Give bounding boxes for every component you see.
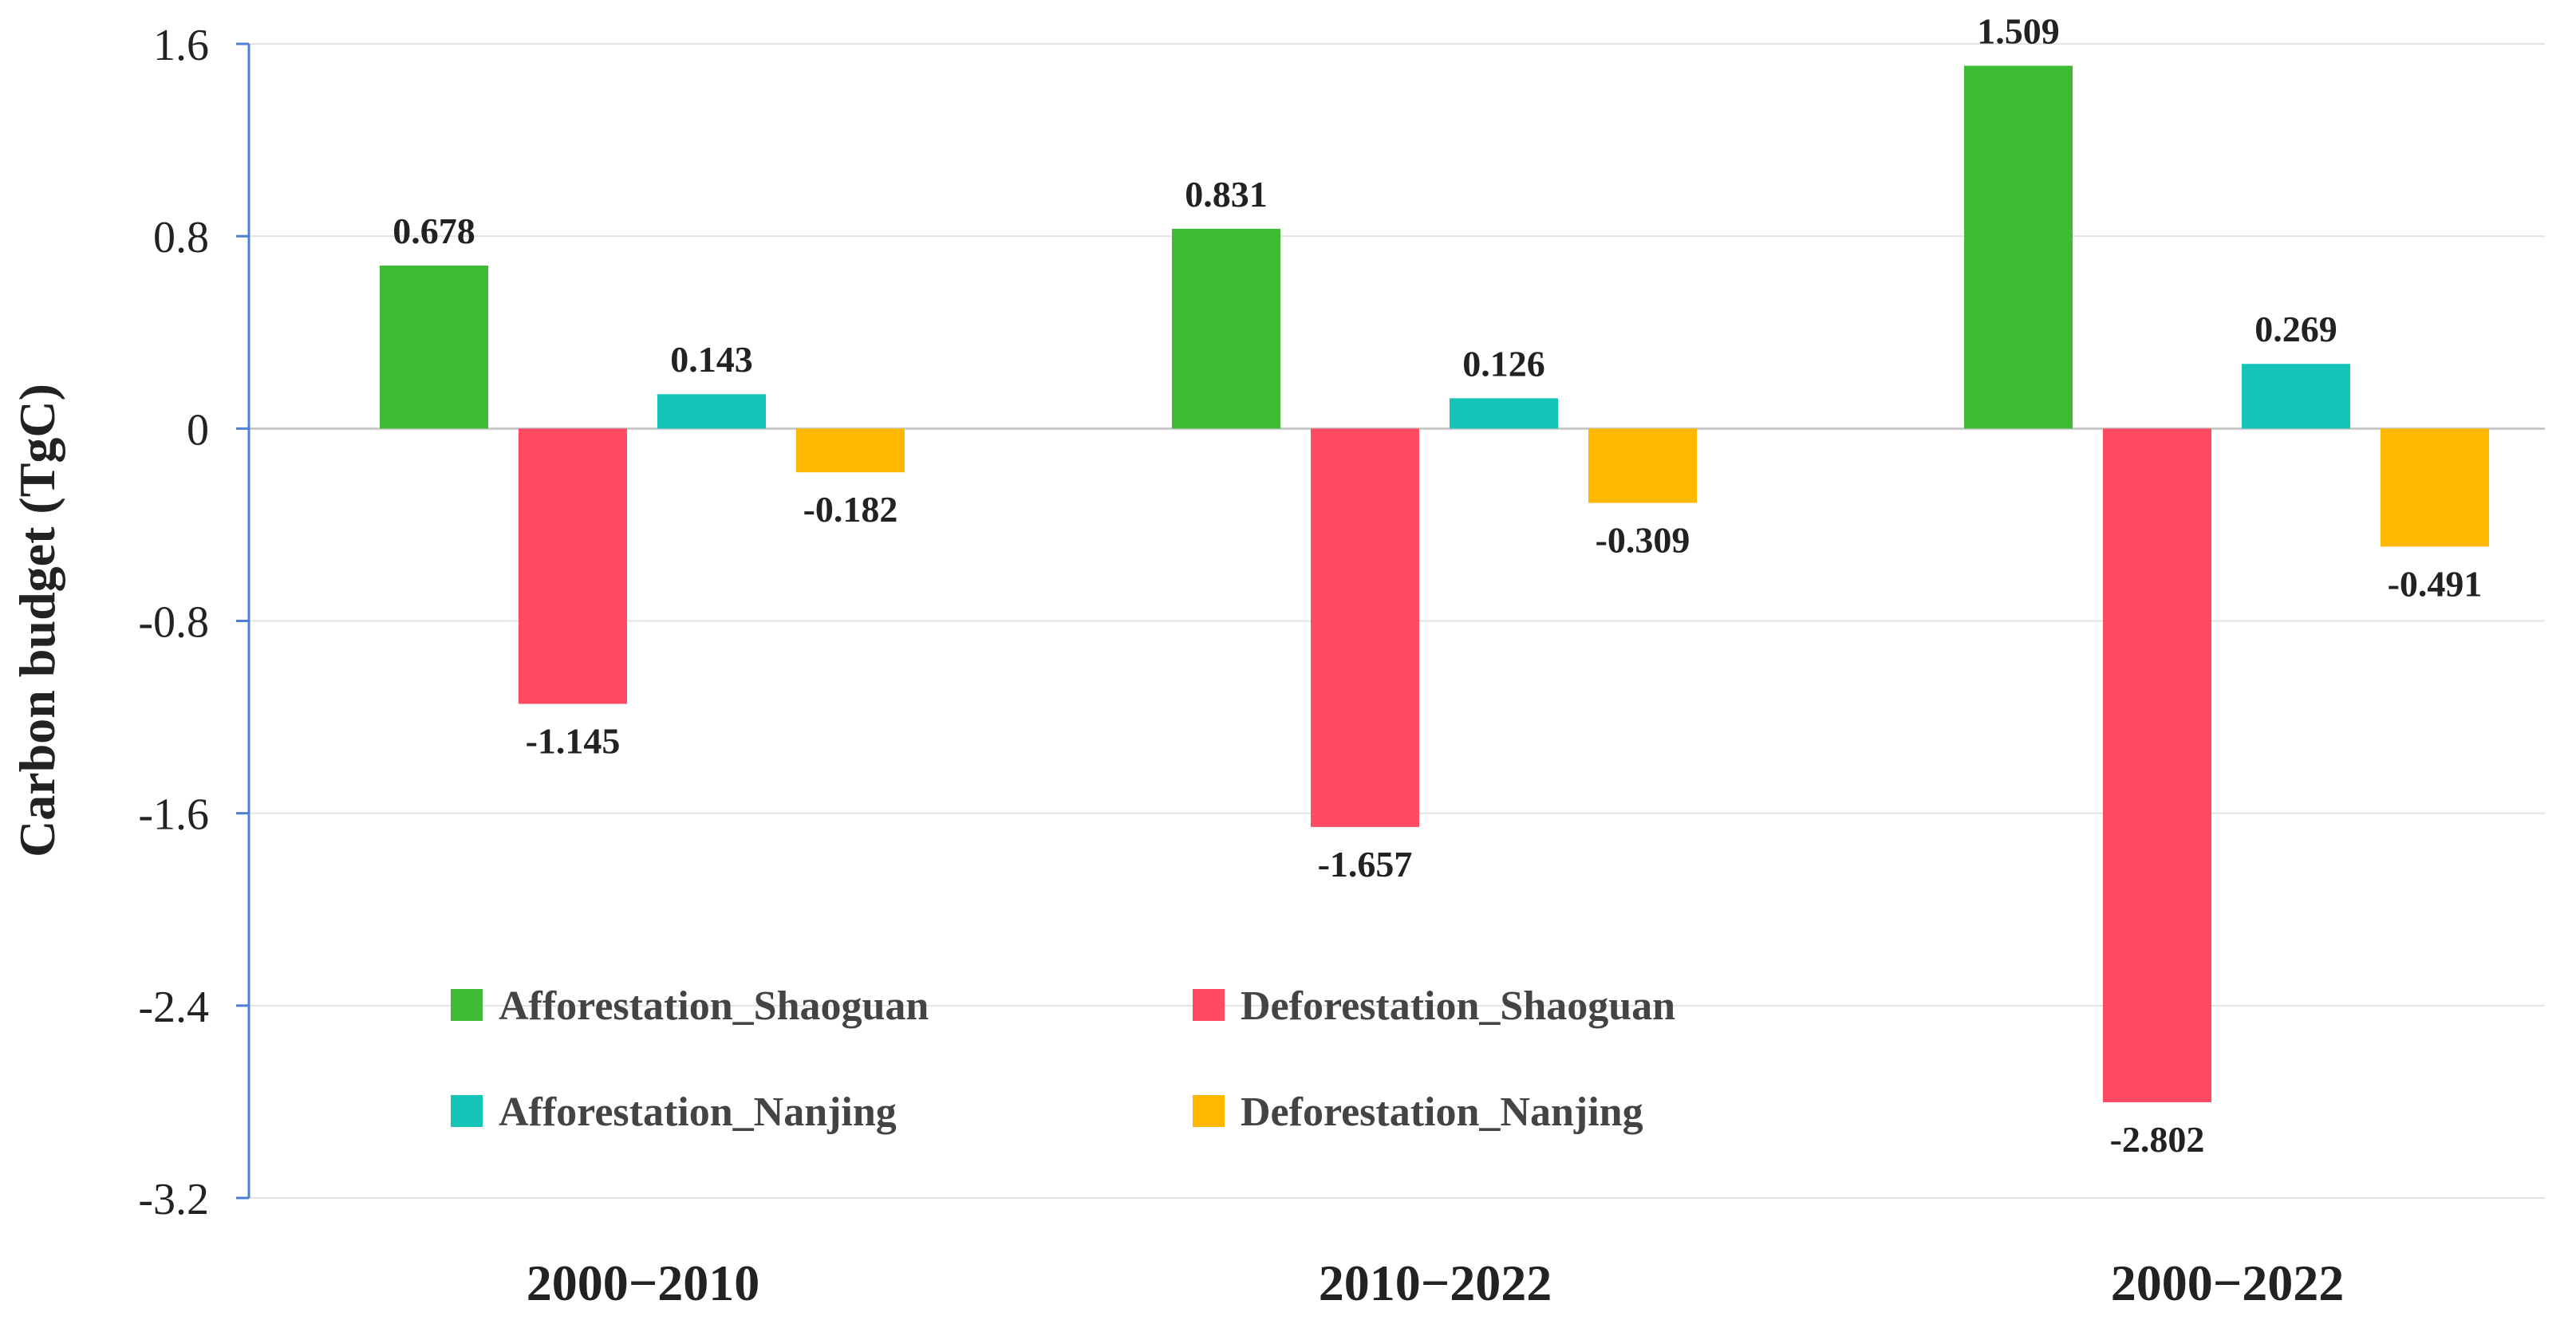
- x-axis-category-labels: 2000−2010 2010−2022 2000−2022: [527, 1255, 2344, 1311]
- value-label: -2.802: [2110, 1119, 2205, 1160]
- y-tick-label: -3.2: [138, 1175, 209, 1224]
- value-label: -0.491: [2388, 563, 2483, 604]
- y-tick-label: -1.6: [138, 790, 209, 840]
- bar-deforestation-shaoguan-1: [1311, 428, 1419, 827]
- bar-afforestation-shaoguan-2: [1964, 65, 2073, 429]
- value-labels: 0.678 -1.145 0.143 -0.182 0.831 -1.657 0.126 -0…: [393, 10, 2482, 1160]
- legend-swatch: [451, 1095, 483, 1127]
- bar-afforestation-shaoguan-1: [1172, 228, 1280, 429]
- legend-swatch: [451, 989, 483, 1021]
- bar-afforestation-shaoguan-0: [380, 265, 488, 429]
- bar-deforestation-nanjing-1: [1588, 428, 1697, 503]
- y-tick-label: -0.8: [138, 598, 209, 648]
- bar-deforestation-shaoguan-2: [2103, 428, 2211, 1103]
- value-label: 1.509: [1977, 10, 2060, 51]
- value-label: 0.143: [670, 339, 753, 380]
- legend-label: Deforestation_Shaoguan: [1241, 983, 1675, 1029]
- value-label: -0.309: [1596, 519, 1690, 560]
- y-tick-label: 1.6: [153, 21, 209, 70]
- value-label: 0.678: [393, 211, 475, 251]
- legend: Afforestation_Shaoguan Deforestation_Shao…: [451, 983, 1675, 1135]
- legend-swatch: [1193, 989, 1225, 1021]
- bar-deforestation-nanjing-0: [796, 428, 905, 473]
- y-axis: 1.6 0.8 0 -0.8 -1.6 -2.4 -3.2: [138, 21, 250, 1224]
- value-label: -0.182: [803, 489, 898, 530]
- y-tick-label: 0: [187, 405, 209, 455]
- legend-swatch: [1193, 1095, 1225, 1127]
- bar-afforestation-nanjing-0: [657, 394, 766, 429]
- bar-afforestation-nanjing-1: [1450, 398, 1558, 429]
- value-label: 0.126: [1462, 343, 1545, 384]
- bar-afforestation-nanjing-2: [2242, 364, 2350, 429]
- y-tick-label: -2.4: [138, 983, 209, 1032]
- bars: [380, 65, 2489, 1103]
- value-label: -1.657: [1318, 844, 1413, 885]
- x-category-label: 2010−2022: [1319, 1255, 1552, 1311]
- bar-deforestation-shaoguan-0: [519, 428, 627, 704]
- legend-label: Deforestation_Nanjing: [1241, 1089, 1643, 1135]
- y-axis-title: Carbon budget (TgC): [9, 384, 65, 857]
- legend-label: Afforestation_Shaoguan: [499, 983, 929, 1029]
- legend-label: Afforestation_Nanjing: [499, 1089, 897, 1135]
- bar-deforestation-nanjing-2: [2381, 428, 2489, 547]
- x-category-label: 2000−2022: [2111, 1255, 2344, 1311]
- y-tick-label: 0.8: [153, 213, 209, 262]
- x-category-label: 2000−2010: [527, 1255, 759, 1311]
- value-label: -1.145: [526, 721, 621, 762]
- value-label: 0.831: [1185, 174, 1268, 215]
- value-label: 0.269: [2254, 309, 2337, 349]
